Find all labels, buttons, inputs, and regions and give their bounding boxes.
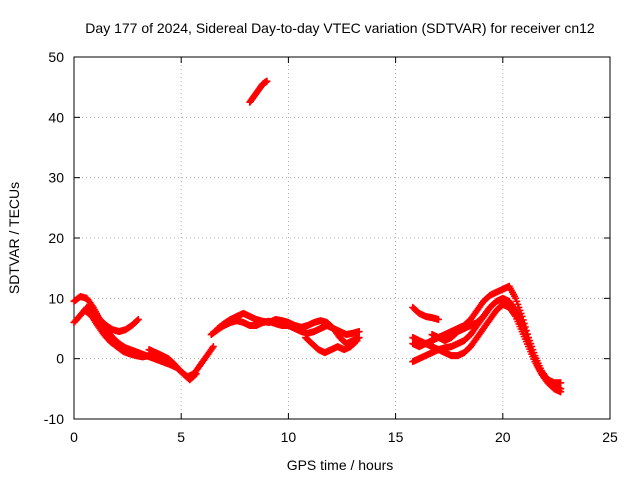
- data-point: [208, 344, 216, 352]
- data-point: [353, 337, 361, 345]
- series-track: [70, 303, 142, 336]
- data-point: [355, 328, 363, 336]
- x-tick-label: 15: [388, 429, 404, 445]
- x-tick-label: 20: [495, 429, 511, 445]
- x-tick-label: 25: [602, 429, 618, 445]
- data-point: [486, 303, 494, 311]
- data-point: [485, 305, 493, 313]
- data-point: [263, 77, 271, 85]
- data-series: [70, 77, 565, 396]
- data-point: [352, 338, 360, 346]
- series-track: [302, 334, 361, 357]
- data-point: [134, 315, 142, 323]
- y-tick-label: 50: [48, 49, 64, 65]
- series-track: [409, 303, 442, 323]
- data-point: [209, 343, 217, 351]
- x-tick-label: 10: [281, 429, 297, 445]
- data-point: [133, 316, 141, 324]
- y-tick-label: 0: [56, 351, 64, 367]
- series-track: [214, 309, 363, 348]
- data-point: [511, 311, 519, 319]
- grid: [74, 57, 610, 419]
- series-track: [246, 77, 271, 106]
- series-track: [409, 300, 565, 387]
- data-point: [557, 379, 565, 387]
- series-track: [428, 303, 494, 345]
- y-tick-label: -10: [44, 411, 64, 427]
- y-tick-label: 30: [48, 170, 64, 186]
- x-tick-label: 0: [70, 429, 78, 445]
- y-tick-label: 20: [48, 230, 64, 246]
- x-axis-label: GPS time / hours: [287, 457, 394, 473]
- chart-title: Day 177 of 2024, Sidereal Day-to-day VTE…: [85, 20, 595, 36]
- y-tick-label: 10: [48, 290, 64, 306]
- axis-ticks: 0 5 10 15 20 25 -10 0 10 20 30 40 50: [44, 49, 618, 445]
- x-tick-label: 5: [177, 429, 185, 445]
- data-point: [557, 388, 565, 396]
- data-point: [434, 315, 442, 323]
- y-tick-label: 40: [48, 109, 64, 125]
- y-axis-label: SDTVAR / TECUs: [6, 182, 22, 294]
- series-track: [145, 343, 217, 381]
